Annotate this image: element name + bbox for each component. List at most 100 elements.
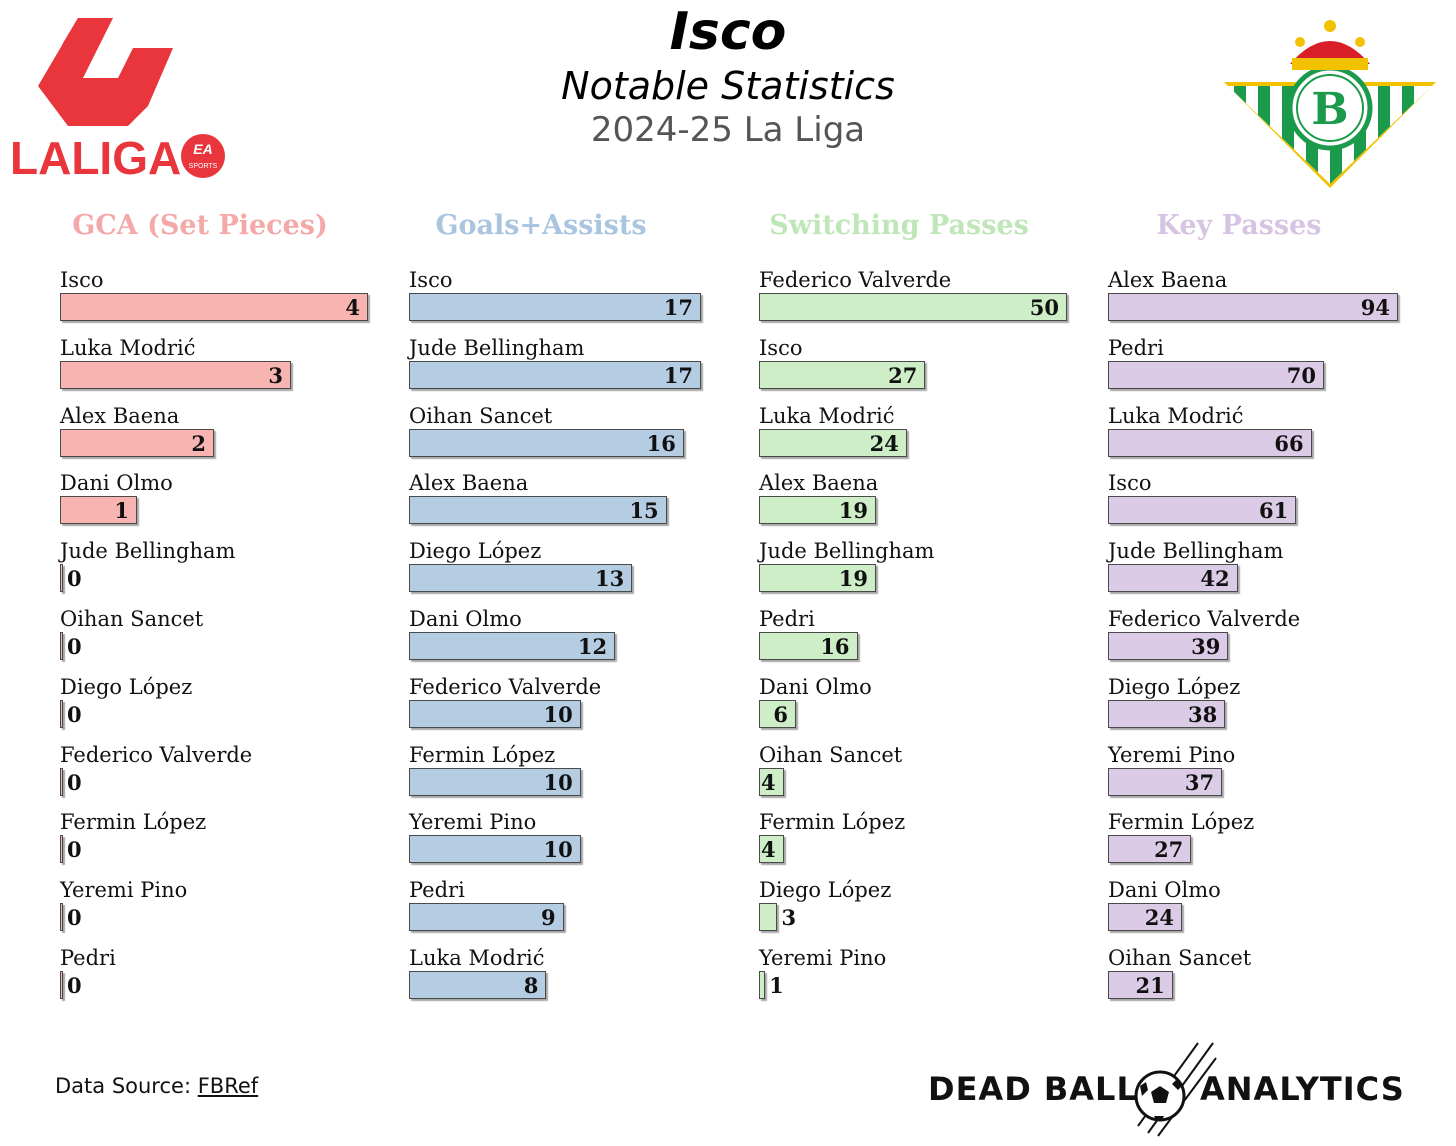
bar-value: 17 xyxy=(663,295,693,320)
bar-row: Federico Valverde 0 xyxy=(60,743,400,811)
bar-label: Diego López xyxy=(409,539,542,564)
bar xyxy=(759,835,784,864)
chart-panel-2: Switching Passes Federico Valverde 50 Isco 2… xyxy=(759,210,1099,1010)
bar-label: Jude Bellingham xyxy=(60,539,236,564)
bar xyxy=(409,496,667,525)
bar-row: Alex Baena 19 xyxy=(759,471,1099,539)
bar-row: Federico Valverde 50 xyxy=(759,268,1099,336)
bar-value: 61 xyxy=(1258,498,1289,524)
bar-row: Yeremi Pino 0 xyxy=(60,878,400,946)
bar xyxy=(1108,767,1223,796)
bar-value: 8 xyxy=(523,973,539,998)
page-subtitle: Notable Statistics xyxy=(561,64,895,108)
brand-right-text: ANALYTICS xyxy=(1200,1070,1405,1108)
bar-row: Alex Baena 2 xyxy=(60,404,400,472)
bar-row: Luka Modrić 66 xyxy=(1108,404,1448,472)
bar xyxy=(60,564,63,593)
bar-label: Diego López xyxy=(759,878,892,903)
bar-label: Dani Olmo xyxy=(409,607,522,631)
bar-row: Pedri 70 xyxy=(1108,336,1448,404)
bar-label: Alex Baena xyxy=(60,403,180,428)
bar-row: Oihan Sancet 4 xyxy=(759,743,1099,811)
bar-row: Oihan Sancet 21 xyxy=(1108,946,1448,1014)
bar-row: Pedri 16 xyxy=(759,607,1099,675)
bar-row: Isco 17 xyxy=(409,268,749,336)
bar-label: Isco xyxy=(759,335,803,360)
bar-label: Luka Modrić xyxy=(409,946,545,970)
bar xyxy=(409,360,701,389)
bar xyxy=(409,971,547,999)
bar xyxy=(1108,428,1312,457)
bar-value: 16 xyxy=(820,634,850,659)
bar-value: 0 xyxy=(67,566,82,592)
svg-text:EA: EA xyxy=(193,141,212,157)
bar-row: Dani Olmo 6 xyxy=(759,675,1099,743)
bar-label: Fermin López xyxy=(1108,810,1255,835)
bar-label: Pedri xyxy=(409,878,465,903)
svg-text:B: B xyxy=(1311,84,1348,135)
bar-value: 2 xyxy=(191,430,206,456)
bar-value: 38 xyxy=(1187,701,1218,727)
bar-label: Yeremi Pino xyxy=(60,878,188,903)
bar xyxy=(1108,293,1398,321)
bar xyxy=(759,564,877,593)
bar-value: 66 xyxy=(1274,430,1304,456)
bar-value: 0 xyxy=(67,905,82,931)
bar-row: Oihan Sancet 16 xyxy=(409,404,749,472)
bar-label: Federico Valverde xyxy=(409,674,602,699)
bar-row: Pedri 0 xyxy=(60,946,400,1014)
bar xyxy=(409,835,581,864)
bar-row: Federico Valverde 10 xyxy=(409,675,749,743)
data-source-label: Data Source: xyxy=(55,1074,192,1098)
bar xyxy=(409,903,564,932)
bar xyxy=(759,496,877,525)
bar xyxy=(60,903,63,932)
bar-row: Alex Baena 94 xyxy=(1108,268,1448,336)
bar xyxy=(60,699,63,728)
bar-label: Luka Modrić xyxy=(1108,403,1244,428)
bar-label: Oihan Sancet xyxy=(60,607,204,631)
bar-value: 19 xyxy=(838,566,869,592)
bar-label: Yeremi Pino xyxy=(759,946,887,970)
bar xyxy=(759,699,796,728)
bar xyxy=(1108,564,1238,593)
bar-label: Luka Modrić xyxy=(60,335,196,360)
bar-value: 4 xyxy=(345,295,360,320)
bar-value: 0 xyxy=(67,837,82,863)
laliga-wordmark: LALIGA xyxy=(10,132,181,184)
bar xyxy=(1108,699,1226,728)
bar-label: Pedri xyxy=(1108,335,1164,360)
bar xyxy=(759,903,778,932)
bar-value: 24 xyxy=(869,430,899,456)
bar-label: Federico Valverde xyxy=(759,268,952,292)
bar-label: Jude Bellingham xyxy=(409,335,585,360)
bar-value: 24 xyxy=(1144,905,1175,931)
bar-label: Fermin López xyxy=(759,810,906,835)
bar-label: Dani Olmo xyxy=(60,471,173,496)
bar xyxy=(759,971,766,999)
bar-value: 10 xyxy=(543,701,573,727)
bar-label: Oihan Sancet xyxy=(409,403,553,428)
bar-value: 10 xyxy=(543,837,573,863)
laliga-ea-sports-logo: LALIGA EA SPORTS xyxy=(10,18,225,184)
bar-value: 27 xyxy=(1154,837,1184,863)
bar-value: 19 xyxy=(838,498,869,524)
chart-title: Key Passes xyxy=(1156,210,1322,241)
bar-label: Isco xyxy=(409,268,453,292)
bar xyxy=(60,496,137,525)
bar xyxy=(60,767,63,796)
bar xyxy=(1108,360,1324,389)
bar-value: 16 xyxy=(646,430,676,456)
bar-row: Fermin López 27 xyxy=(1108,810,1448,878)
bar-row: Diego López 38 xyxy=(1108,675,1448,743)
bar-value: 27 xyxy=(888,362,918,388)
fbref-link[interactable]: FBRef xyxy=(197,1074,259,1098)
chart-title: GCA (Set Pieces) xyxy=(72,210,328,241)
bar-label: Fermin López xyxy=(409,742,556,767)
bar xyxy=(60,835,63,864)
bar-label: Alex Baena xyxy=(409,471,529,496)
bar xyxy=(759,428,907,457)
bar-row: Fermin López 4 xyxy=(759,810,1099,878)
data-source: Data Source: FBRef xyxy=(55,1074,258,1098)
bar-value: 13 xyxy=(595,566,625,592)
